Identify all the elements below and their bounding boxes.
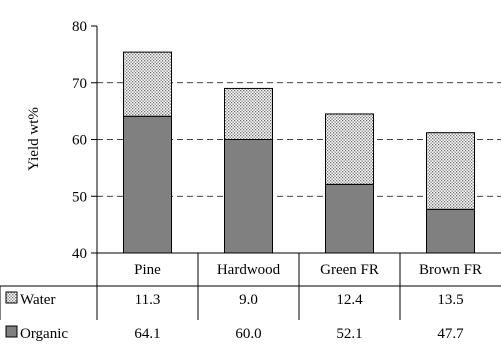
category-label: Green FR xyxy=(320,262,379,278)
category-label: Brown FR xyxy=(419,262,482,278)
category-label: Pine xyxy=(134,262,161,278)
legend-key-organic xyxy=(5,325,18,338)
bar-organic xyxy=(123,115,172,254)
bar-water xyxy=(325,113,374,185)
y-axis-label: Yield wt% xyxy=(26,107,42,171)
table-value: 11.3 xyxy=(135,292,161,308)
table-value: 64.1 xyxy=(134,326,160,342)
y-tick-label: 60 xyxy=(72,133,87,149)
table-value: 47.7 xyxy=(437,326,464,342)
table-value: 60.0 xyxy=(235,326,261,342)
y-tick-label: 70 xyxy=(72,76,87,92)
bar-organic xyxy=(325,183,374,254)
series-name-organic: Organic xyxy=(20,326,68,342)
bar-water xyxy=(426,132,475,210)
table-value: 12.4 xyxy=(336,292,363,308)
bar-organic xyxy=(224,139,273,254)
category-label: Hardwood xyxy=(217,262,281,278)
y-tick-label: 40 xyxy=(72,246,87,262)
table-value: 52.1 xyxy=(336,326,362,342)
bar-water xyxy=(224,87,273,141)
table-value: 9.0 xyxy=(239,292,258,308)
table-value: 13.5 xyxy=(437,292,463,308)
series-name-water: Water xyxy=(20,292,55,308)
y-tick-label: 50 xyxy=(72,189,87,205)
bar-organic xyxy=(426,208,475,254)
y-tick-label: 80 xyxy=(72,19,87,35)
legend-key-water xyxy=(5,291,18,304)
bar-water xyxy=(123,51,172,117)
